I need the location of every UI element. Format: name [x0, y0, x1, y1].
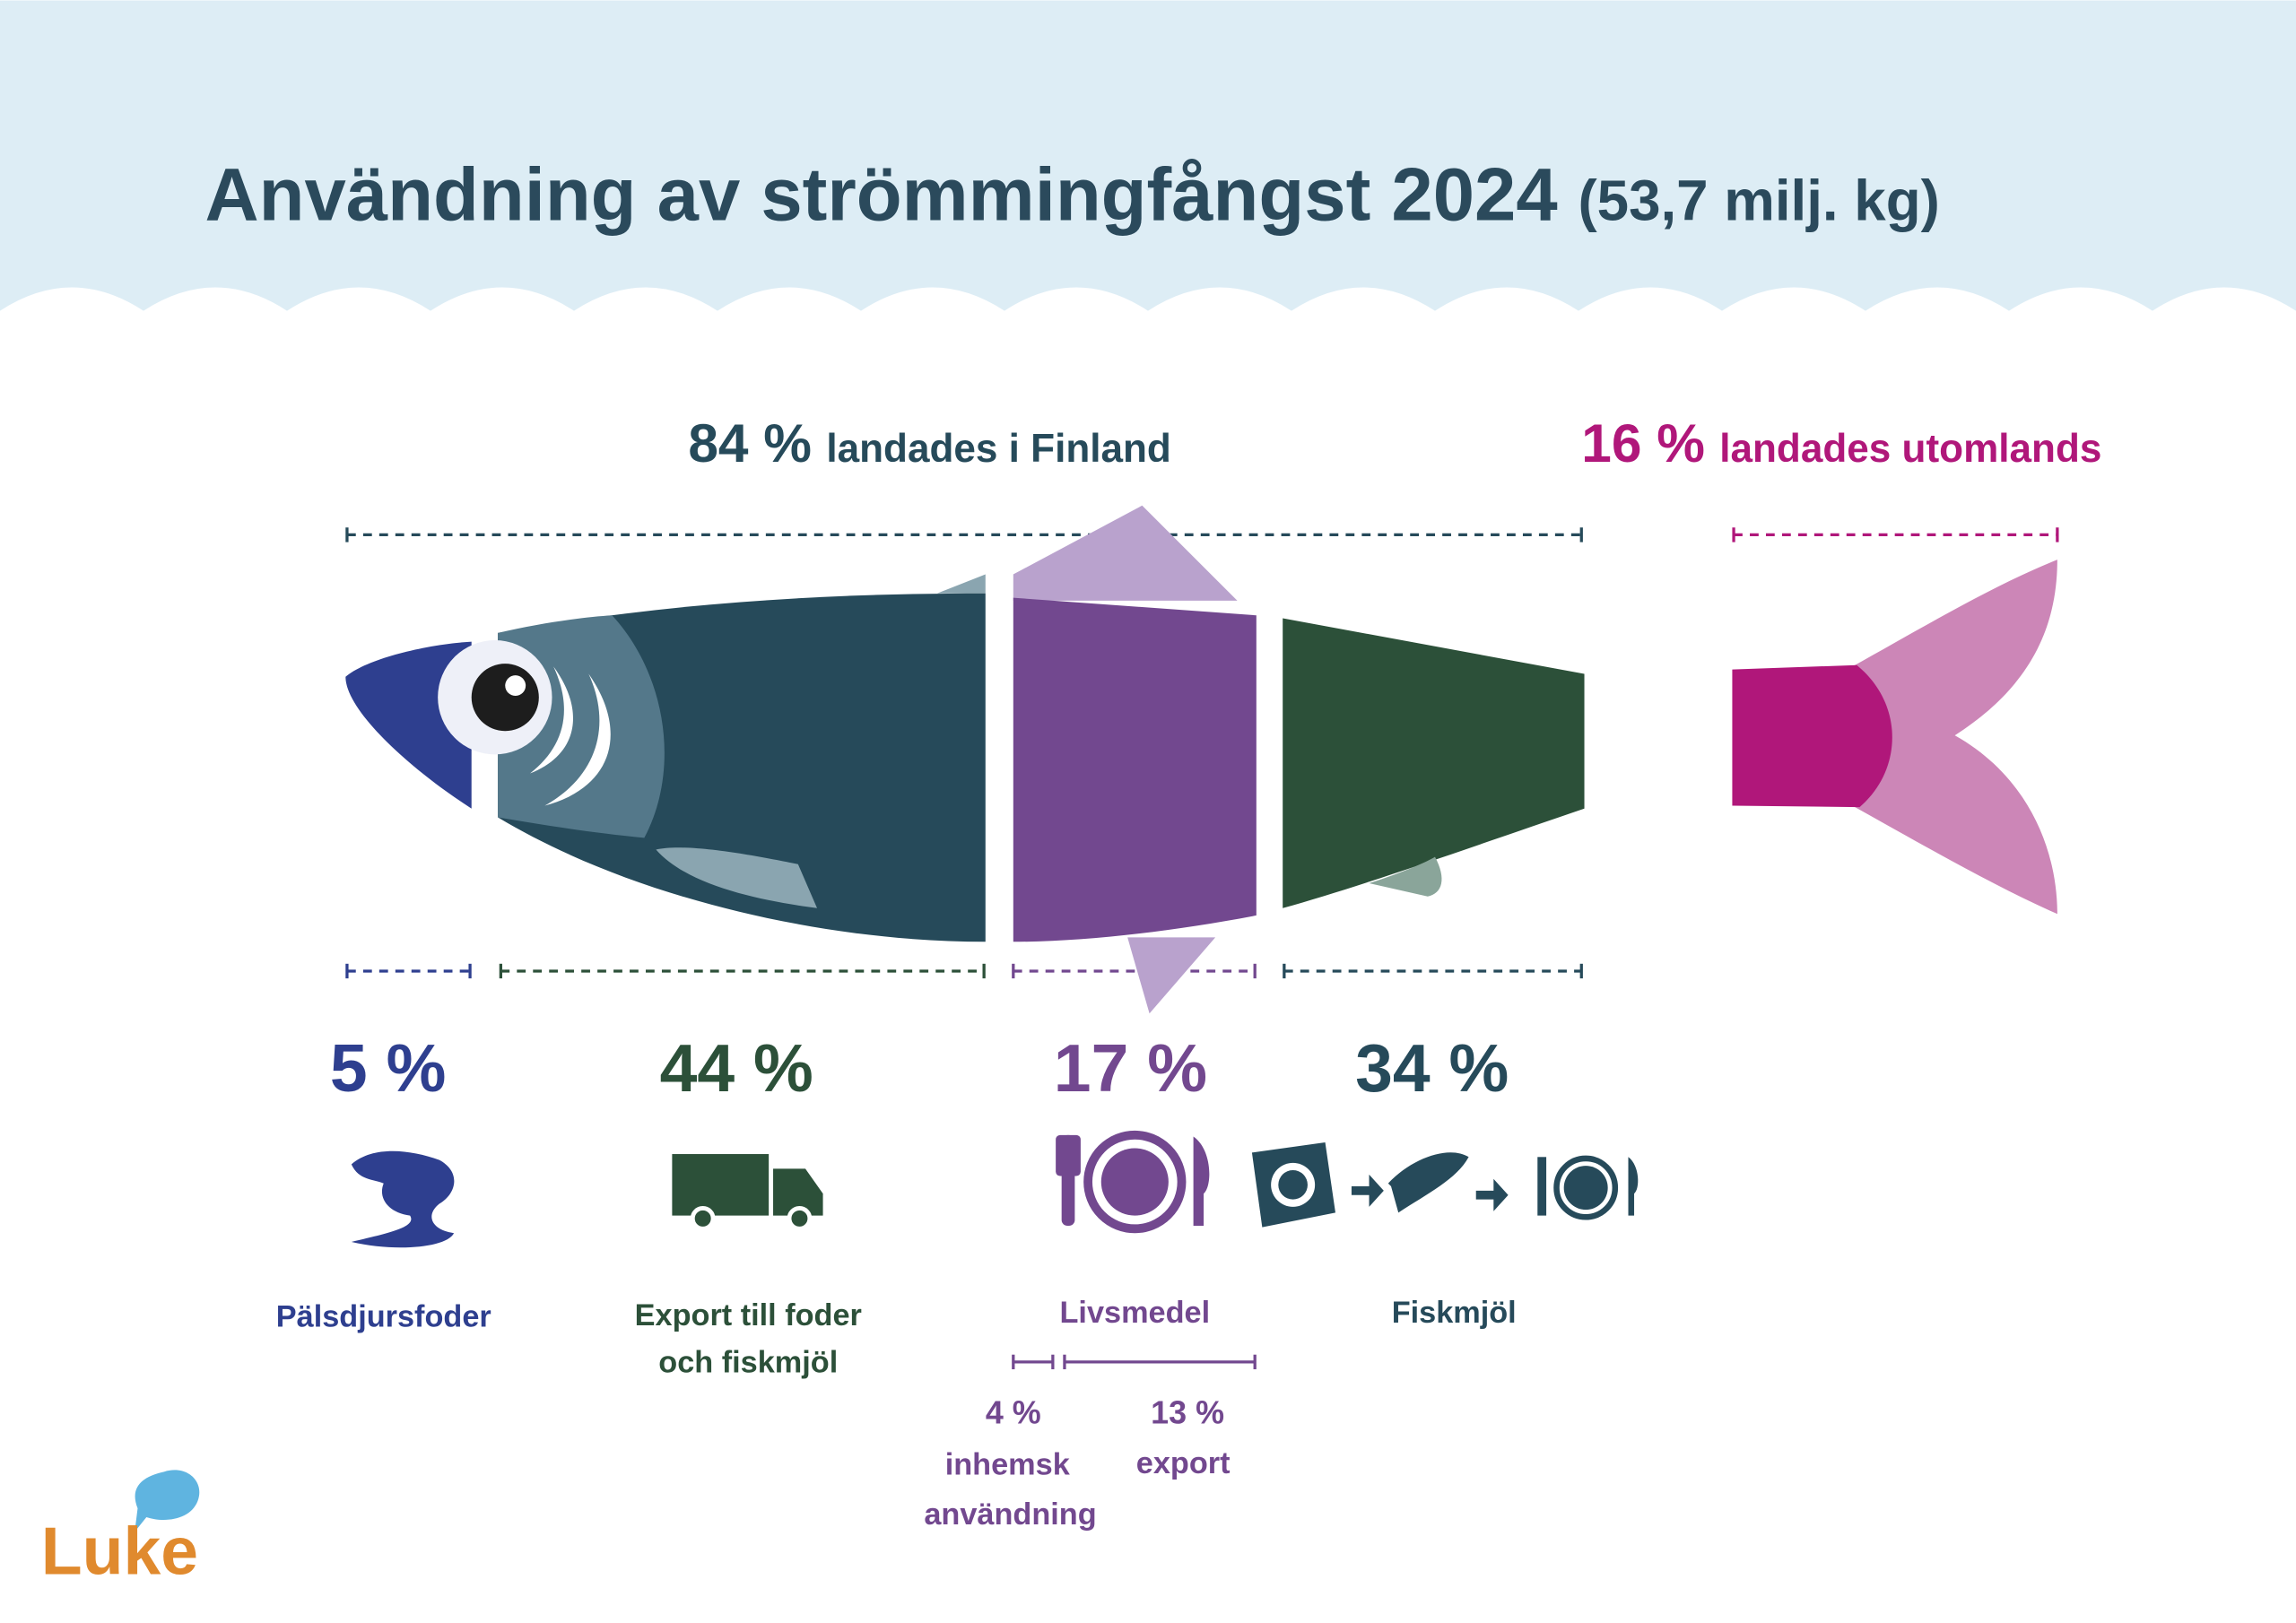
segment-label: Export till foder	[635, 1298, 862, 1332]
group-percent: 84 %	[688, 412, 812, 473]
segment-label: Fiskmjöl	[1392, 1296, 1517, 1330]
tail	[1732, 664, 1892, 808]
title: Användning av strömmingfångst 2024 (53,7 …	[205, 152, 1940, 236]
breakdown-label: inhemsk	[945, 1448, 1071, 1482]
fish	[345, 505, 2057, 1014]
body-middle	[1013, 597, 1257, 942]
dorsal-fin	[1013, 505, 1238, 601]
group-label: landades i Finland	[826, 427, 1171, 471]
plate-icon	[1056, 1130, 1210, 1234]
segment-label: Pälsdjursfoder	[276, 1300, 491, 1334]
pectoral-fin	[656, 847, 818, 908]
truck-icon	[672, 1154, 823, 1231]
gill-line	[544, 673, 611, 806]
body-rear	[1283, 618, 1585, 908]
breakdown-percent: 4 %	[986, 1393, 1041, 1430]
brackets	[345, 527, 2059, 979]
segment-percent: 5 %	[330, 1030, 446, 1106]
segment-percent: 34 %	[1355, 1030, 1509, 1106]
segment-label: Livsmedel	[1060, 1296, 1211, 1330]
group-label: landades utomlands	[1719, 427, 2101, 471]
group-finland: 84 % landades i Finland	[688, 412, 1171, 473]
segment-label: och fiskmjöl	[658, 1345, 838, 1379]
breakdown-percent: 13 %	[1151, 1393, 1224, 1430]
eye-glint	[505, 675, 526, 697]
pupil	[471, 664, 539, 732]
title-main: Användning av strömmingfångst 2024	[205, 152, 1558, 236]
mink-icon	[351, 1150, 455, 1248]
sky	[0, 0, 2296, 311]
ventral-fin	[1127, 937, 1216, 1014]
logo-bubble	[135, 1470, 200, 1532]
logo: Luke	[41, 1514, 198, 1589]
anal-fin	[1369, 856, 1442, 897]
tail-fin	[1852, 560, 2057, 915]
breakdown-label: användning	[924, 1497, 1096, 1532]
gill-line	[530, 666, 573, 774]
group-percent: 16 %	[1581, 412, 1705, 473]
group-abroad: 16 % landades utomlands	[1581, 412, 2101, 473]
segment-percent: 44 %	[660, 1030, 813, 1106]
title-sub: (53,7 milj. kg)	[1578, 169, 1939, 232]
breakdown-label: export	[1136, 1446, 1231, 1480]
fishmeal-icon	[1251, 1141, 1639, 1228]
segment-percent: 17 %	[1054, 1030, 1207, 1106]
breakdown-bracket	[1012, 1354, 1257, 1370]
